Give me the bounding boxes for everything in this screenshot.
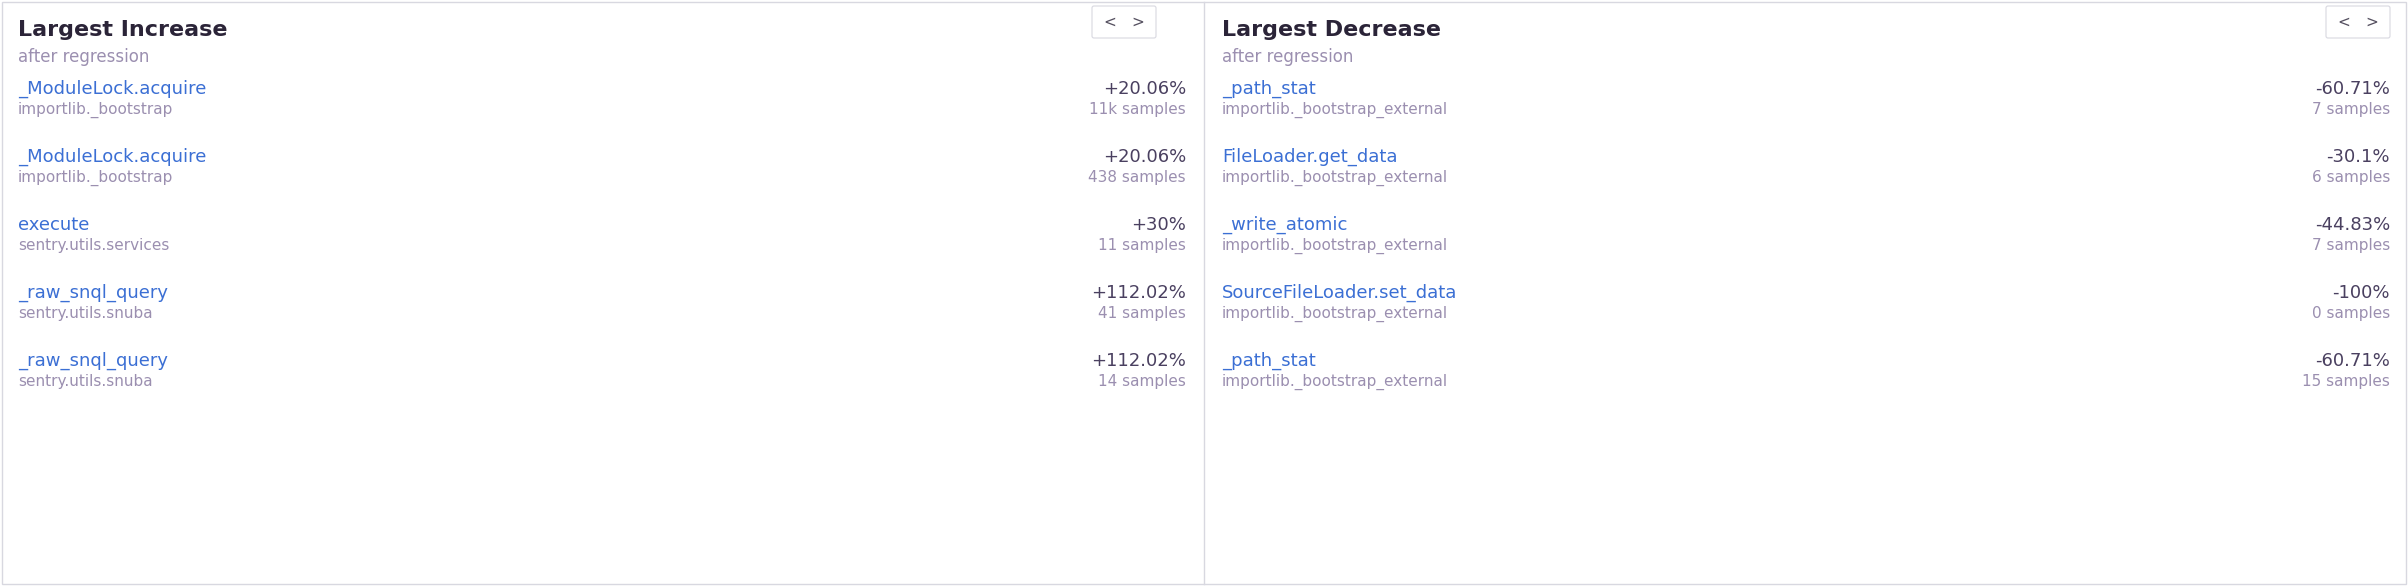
Text: <: < [2338,15,2350,29]
Text: FileLoader.get_data: FileLoader.get_data [1221,148,1397,166]
Text: _ModuleLock.acquire: _ModuleLock.acquire [17,80,207,98]
Text: _path_stat: _path_stat [1221,80,1315,98]
Text: importlib._bootstrap: importlib._bootstrap [17,170,173,186]
Text: _path_stat: _path_stat [1221,352,1315,370]
Text: execute: execute [17,216,89,234]
Text: importlib._bootstrap: importlib._bootstrap [17,102,173,118]
Text: +30%: +30% [1132,216,1187,234]
Text: 6 samples: 6 samples [2312,170,2391,185]
Text: importlib._bootstrap_external: importlib._bootstrap_external [1221,374,1447,390]
Text: -100%: -100% [2333,284,2391,302]
Text: -60.71%: -60.71% [2314,80,2391,98]
Text: Largest Decrease: Largest Decrease [1221,20,1440,40]
Text: 15 samples: 15 samples [2302,374,2391,389]
Text: _ModuleLock.acquire: _ModuleLock.acquire [17,148,207,166]
Text: -60.71%: -60.71% [2314,352,2391,370]
Text: importlib._bootstrap_external: importlib._bootstrap_external [1221,306,1447,322]
Text: after regression: after regression [17,48,149,66]
Text: SourceFileLoader.set_data: SourceFileLoader.set_data [1221,284,1457,302]
Text: 11 samples: 11 samples [1098,238,1187,253]
Text: 7 samples: 7 samples [2312,102,2391,117]
Text: +112.02%: +112.02% [1091,352,1187,370]
Text: 0 samples: 0 samples [2312,306,2391,321]
Text: importlib._bootstrap_external: importlib._bootstrap_external [1221,170,1447,186]
Text: sentry.utils.snuba: sentry.utils.snuba [17,374,152,389]
Text: _raw_snql_query: _raw_snql_query [17,352,169,370]
Text: +112.02%: +112.02% [1091,284,1187,302]
Text: _write_atomic: _write_atomic [1221,216,1348,234]
Text: 438 samples: 438 samples [1088,170,1187,185]
Text: 14 samples: 14 samples [1098,374,1187,389]
Text: >: > [2365,15,2379,29]
FancyBboxPatch shape [1091,6,1156,38]
Text: after regression: after regression [1221,48,1353,66]
Text: +20.06%: +20.06% [1103,80,1187,98]
Text: importlib._bootstrap_external: importlib._bootstrap_external [1221,238,1447,254]
Text: sentry.utils.services: sentry.utils.services [17,238,169,253]
Text: -30.1%: -30.1% [2326,148,2391,166]
Text: -44.83%: -44.83% [2314,216,2391,234]
FancyBboxPatch shape [2326,6,2391,38]
Text: _raw_snql_query: _raw_snql_query [17,284,169,302]
Text: 7 samples: 7 samples [2312,238,2391,253]
Text: Largest Increase: Largest Increase [17,20,226,40]
Text: 11k samples: 11k samples [1088,102,1187,117]
Text: sentry.utils.snuba: sentry.utils.snuba [17,306,152,321]
Text: importlib._bootstrap_external: importlib._bootstrap_external [1221,102,1447,118]
Text: 41 samples: 41 samples [1098,306,1187,321]
Text: <: < [1103,15,1117,29]
Text: >: > [1132,15,1144,29]
Text: +20.06%: +20.06% [1103,148,1187,166]
